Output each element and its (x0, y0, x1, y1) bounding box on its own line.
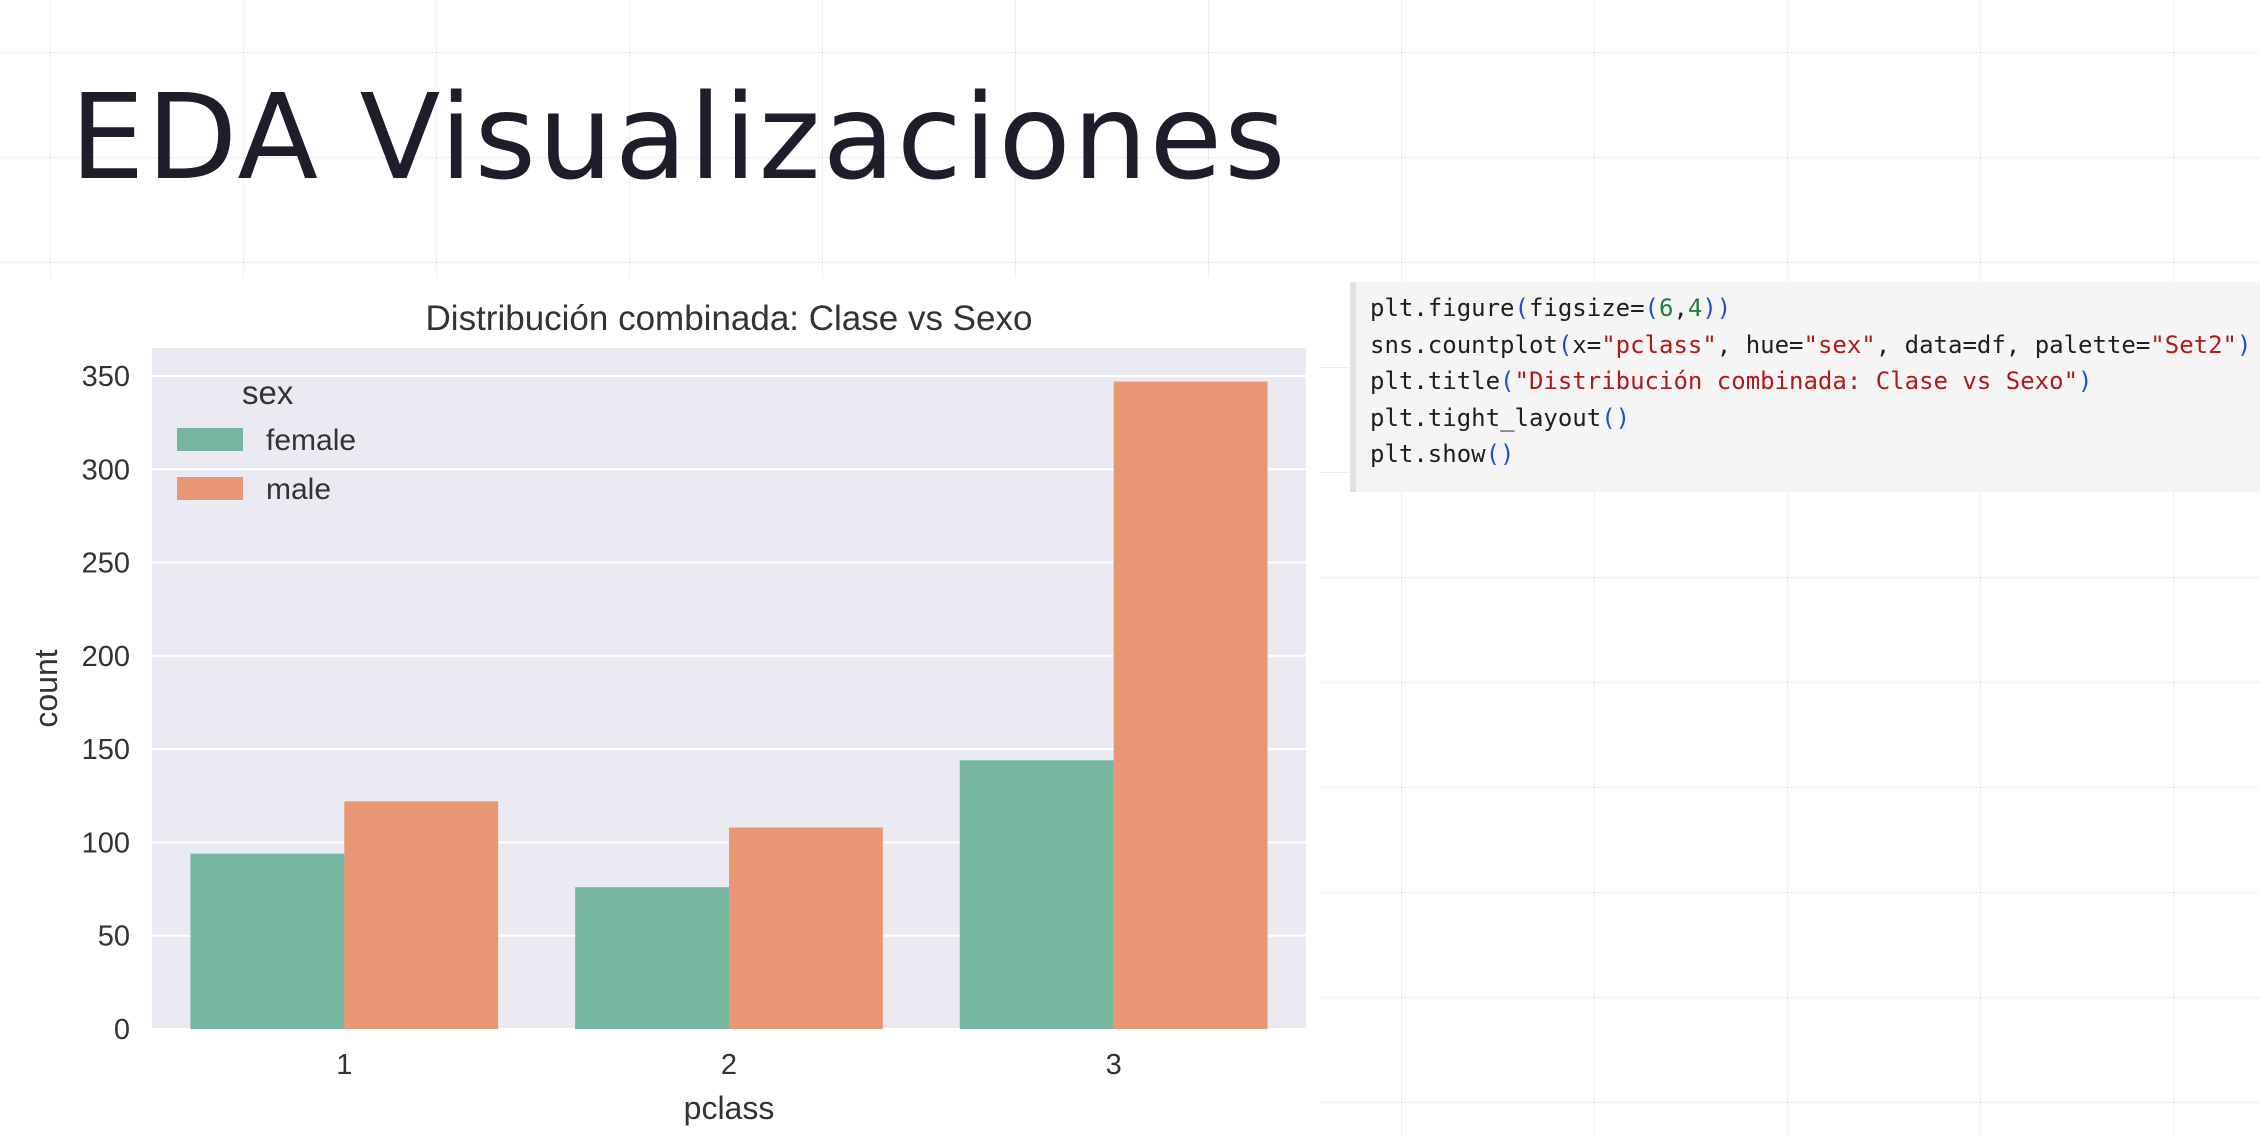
code-token: () (1485, 440, 1515, 468)
y-tick-label: 300 (82, 454, 130, 486)
countplot-chart: 0 50 100 150 200 250 300 350 1 2 3 pclass count Distr… (28, 299, 1306, 1126)
code-token: ( (1557, 330, 1573, 359)
y-tick-label: 100 (82, 827, 130, 859)
code-token: "pclass" (1601, 330, 1717, 359)
code-token: )) (1702, 294, 1732, 322)
y-tick-label: 150 (82, 734, 130, 766)
code-token: , (1673, 294, 1688, 322)
bar-male-3 (1113, 381, 1268, 1029)
legend-label-female: female (266, 424, 356, 457)
y-tick-label: 250 (82, 548, 130, 580)
code-token: "sex" (1803, 330, 1876, 359)
code-token: sns.countplot (1370, 330, 1558, 359)
bar-male-2 (729, 827, 883, 1029)
code-token: "Distribución combinada: Clase vs Sexo" (1514, 367, 2079, 395)
slide-title: EDA Visualizaciones (70, 68, 1288, 206)
y-axis-label: count (28, 649, 64, 727)
bar-male-1 (344, 801, 499, 1029)
code-token: plt.tight_layout (1370, 403, 1602, 432)
bar-female-3 (959, 760, 1114, 1029)
code-token: plt.show (1370, 440, 1486, 468)
code-block: plt.figure(figsize=(6,4)) sns.countplot(… (1356, 282, 2260, 473)
code-token: 6 (1659, 294, 1674, 322)
legend-swatch-male (177, 477, 243, 500)
legend-title: sex (242, 374, 294, 411)
code-token: figsize= (1528, 294, 1645, 322)
code-token: 4 (1687, 294, 1703, 322)
countplot-figure: 0 50 100 150 200 250 300 350 1 2 3 pclass count Distr… (0, 278, 1320, 1136)
code-token: , hue= (1716, 330, 1804, 359)
legend-swatch-female (177, 428, 243, 451)
bar-female-2 (575, 887, 729, 1029)
code-token: ( (1500, 367, 1515, 395)
code-token: ) (2078, 367, 2093, 395)
y-tick-label: 50 (98, 921, 130, 953)
chart-title: Distribución combinada: Clase vs Sexo (426, 299, 1033, 338)
y-tick-label: 0 (114, 1014, 130, 1046)
code-token: , data=df, palette= (1875, 330, 2151, 359)
x-tick-label: 2 (721, 1049, 737, 1081)
y-tick-label: 350 (82, 361, 130, 393)
code-token: ( (1644, 294, 1659, 322)
code-cell[interactable]: plt.figure(figsize=(6,4)) sns.countplot(… (1350, 282, 2260, 492)
x-axis-label: pclass (684, 1090, 775, 1126)
code-token: plt.figure (1370, 294, 1515, 322)
code-token: ( (1514, 294, 1529, 322)
x-tick-label: 1 (336, 1049, 352, 1081)
code-token: plt.title (1370, 367, 1501, 395)
code-token: x= (1572, 330, 1602, 359)
code-token: ) (2237, 330, 2252, 359)
y-tick-label: 200 (82, 641, 130, 673)
code-token: () (1601, 403, 1631, 432)
code-token: "Set2" (2150, 330, 2237, 359)
legend-label-male: male (266, 473, 331, 506)
x-tick-label: 3 (1106, 1049, 1122, 1081)
bar-female-1 (190, 853, 345, 1029)
